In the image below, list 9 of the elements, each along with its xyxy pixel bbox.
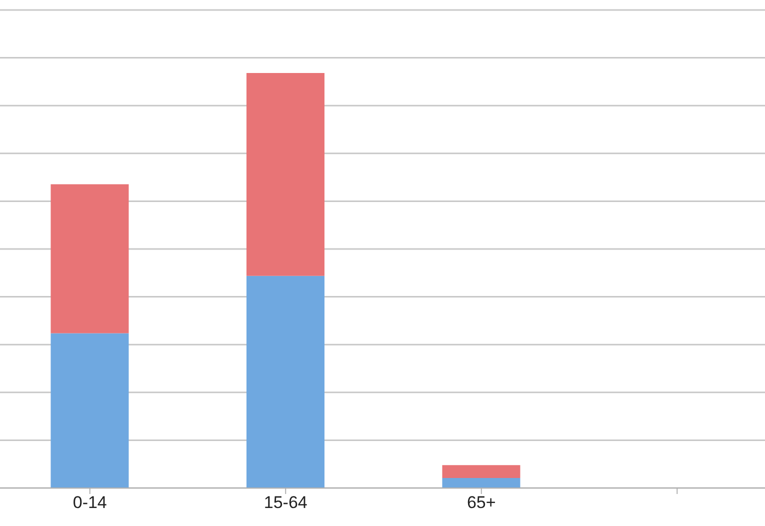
- bar: [442, 478, 520, 488]
- bar: [246, 276, 324, 488]
- x-tick-label: 0-14: [72, 493, 107, 512]
- bar: [50, 333, 129, 488]
- x-tick-label: 65+: [466, 493, 496, 512]
- bar: [246, 73, 324, 276]
- bar: [442, 465, 520, 478]
- bar: [50, 184, 129, 334]
- x-tick-label: 15-64: [264, 493, 308, 512]
